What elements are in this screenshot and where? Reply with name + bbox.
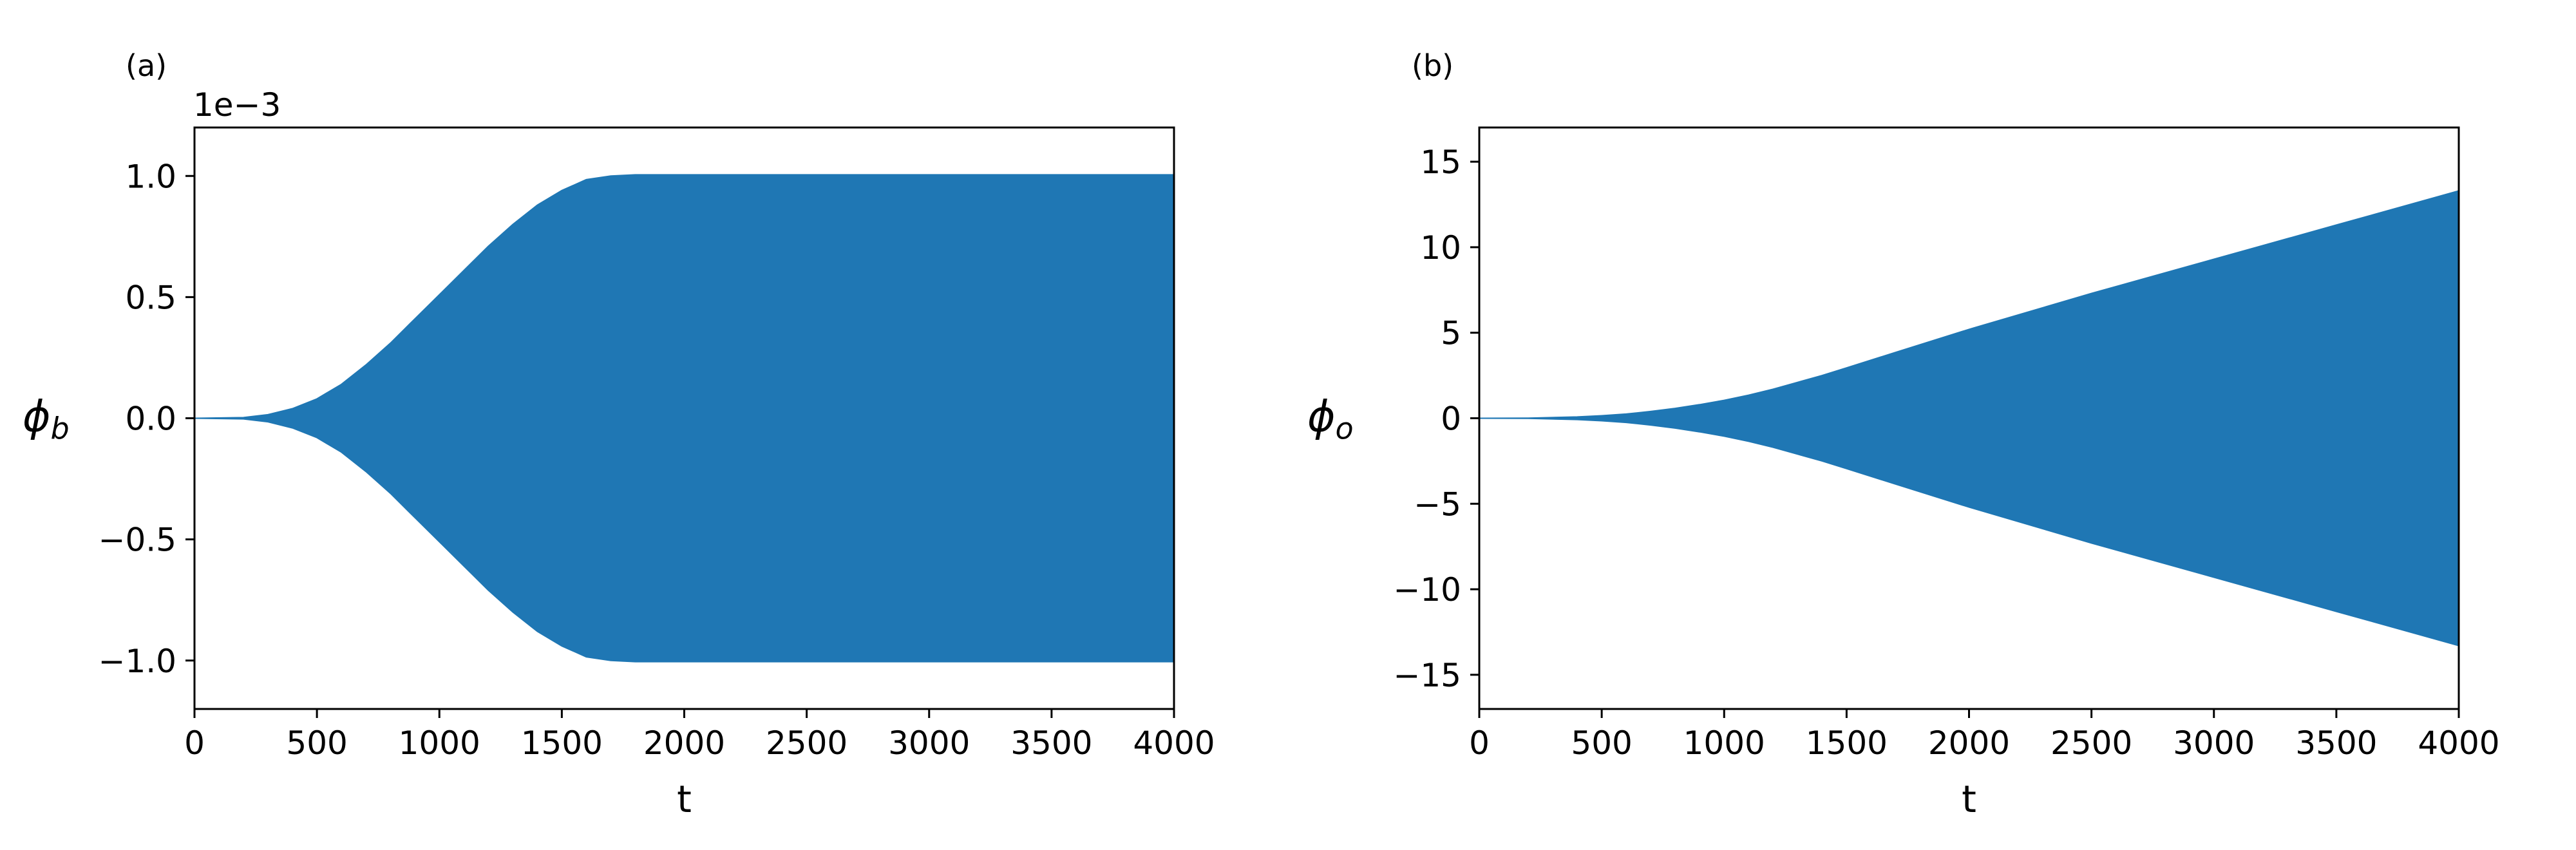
panel-a-label: (a) [126,48,167,83]
panel-b-ytick-label: −10 [1393,571,1461,609]
panel-a-ytick-label: −0.5 [99,522,176,559]
panel-b-ytick-label: 5 [1441,315,1461,352]
panel-b-xlabel: t [1962,777,1976,821]
panel-a-ylabel-symbol: ϕ [23,392,51,442]
panel-a-xtick-label: 0 [184,724,205,762]
panel-b: (b) 0 500 1000 1500 2000 2500 3000 3500 4000 −15 −… [1307,48,2500,821]
panel-b-ylabel-subscript: o [1336,411,1354,446]
panel-b-ytick-label: −15 [1393,657,1461,694]
panel-b-ytick-label: −5 [1414,486,1461,523]
panel-b-ylabel: ϕo [1307,392,1354,446]
panel-b-xtick-label: 1000 [1683,724,1765,762]
panel-a-ticks: 0 500 1000 1500 2000 2500 3000 3500 4000 −1.0 −0.5… [99,158,1215,762]
panel-b-xtick-label: 3000 [2173,724,2255,762]
panel-b-label: (b) [1412,48,1454,83]
panel-b-ytick-label: 0 [1441,401,1461,438]
panel-b-frame [1478,126,2460,710]
panel-b-ylabel-symbol: ϕ [1307,392,1336,442]
panel-a-xtick-label: 2500 [766,724,848,762]
panel-b-xtick-label: 0 [1469,724,1490,762]
panel-a-plot-area [194,174,1175,663]
panel-a-xtick-label: 4000 [1133,724,1215,762]
panel-a-ytick-label: 0.5 [125,279,176,316]
panel-a-offset-label: 1e−3 [193,86,281,124]
panel-a-ylabel-subscript: b [51,411,70,446]
panel-b-ticks: 0 500 1000 1500 2000 2500 3000 3500 4000 −15 −10 −5… [1393,144,2499,762]
panel-b-xtick-label: 2000 [1928,724,2010,762]
panel-a-xtick-label: 2000 [643,724,725,762]
panel-a-ytick-label: −1.0 [99,643,176,680]
panel-a-frame [193,126,1175,710]
panel-a-series-envelope-0 [194,174,1175,663]
panel-b-xtick-label: 500 [1571,724,1632,762]
panel-b-xtick-label: 3500 [2295,724,2377,762]
panel-a-xlabel: t [677,777,692,821]
panel-b-xtick-label: 4000 [2418,724,2499,762]
panel-a-xtick-label: 1500 [521,724,603,762]
panel-a-xtick-label: 3000 [888,724,970,762]
panel-a-xtick-label: 500 [286,724,347,762]
panel-a-xtick-label: 1000 [399,724,480,762]
panel-a-ylabel: ϕb [23,392,70,446]
panel-a-xtick-label: 3500 [1010,724,1092,762]
panel-b-ytick-label: 15 [1420,144,1461,181]
panel-a-ytick-label: 1.0 [125,158,176,195]
panel-a-ytick-label: 0.0 [125,401,176,438]
panel-b-plot-area [1479,189,2459,647]
panel-a: (a) 1e−3 0 500 1000 1500 2000 2500 3000 3500 400… [23,48,1215,821]
panel-b-ytick-label: 10 [1420,229,1461,267]
panel-b-series-envelope-0 [1479,189,2459,647]
panel-b-xtick-label: 2500 [2050,724,2132,762]
panel-b-xtick-label: 1500 [1806,724,1888,762]
